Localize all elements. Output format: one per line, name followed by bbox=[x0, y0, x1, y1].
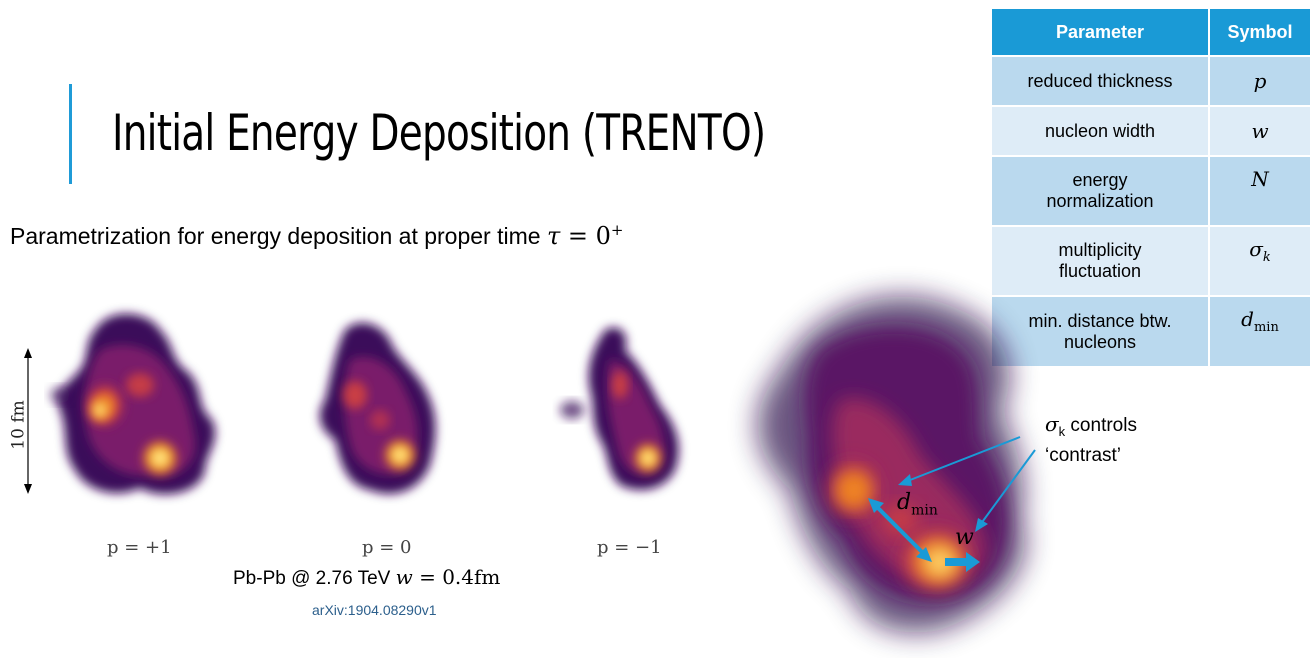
symbol-cell: σk bbox=[1209, 225, 1310, 296]
zoomed-heatmap bbox=[757, 296, 1026, 633]
figure-caption: Pb-Pb @ 2.76 TeV w = 0.4fm bbox=[233, 565, 500, 590]
param-cell: reduced thickness bbox=[992, 55, 1210, 106]
annot-sub: k bbox=[1058, 423, 1066, 439]
subtitle-math-sup: + bbox=[610, 221, 624, 239]
symbol-cell: N bbox=[1209, 155, 1310, 226]
table-row: min. distance btw. nucleons dmin bbox=[992, 295, 1310, 366]
param-line2: normalization bbox=[1046, 191, 1154, 211]
caption-text: Pb-Pb @ 2.76 TeV bbox=[233, 568, 396, 589]
scale-bar bbox=[24, 348, 32, 494]
caption-math-rest: = 0.4fm bbox=[412, 565, 501, 589]
param-cell: energy normalization bbox=[992, 155, 1210, 226]
dmin-symbol: d bbox=[897, 490, 912, 515]
annot-line2: ‘contrast’ bbox=[1045, 444, 1122, 466]
table-row: multiplicity fluctuation σk bbox=[992, 225, 1310, 296]
annot-symbol: σ bbox=[1045, 412, 1059, 436]
panel-label-p-0: p = 0 bbox=[362, 537, 412, 558]
param-cell: multiplicity fluctuation bbox=[992, 225, 1210, 296]
subtitle-math: τ = 0+ bbox=[546, 221, 624, 250]
caption-math-var: w bbox=[395, 565, 413, 589]
scale-label: 10 fm bbox=[8, 400, 29, 450]
title-accent-bar bbox=[69, 84, 72, 184]
param-line2: nucleons bbox=[1063, 331, 1137, 352]
symbol-main: σ bbox=[1249, 237, 1263, 261]
symbol-main: d bbox=[1241, 307, 1254, 331]
symbol-cell: w bbox=[1209, 105, 1310, 156]
param-line1: energy bbox=[1072, 170, 1128, 190]
table-header-symbol: Symbol bbox=[1209, 9, 1310, 56]
heatmap-panel-p-minus1 bbox=[560, 327, 679, 490]
param-line1: multiplicity bbox=[1058, 240, 1142, 260]
symbol-sub: min bbox=[1253, 320, 1279, 335]
caption-math: w = 0.4fm bbox=[396, 565, 501, 589]
subtitle-text: Parametrization for energy deposition at… bbox=[10, 223, 547, 249]
param-cell: nucleon width bbox=[992, 105, 1210, 156]
subtitle-math-var: τ bbox=[546, 222, 561, 250]
subtitle-math-rest: = 0 bbox=[560, 222, 611, 250]
citation: arXiv:1904.08290v1 bbox=[312, 602, 437, 618]
slide-title: Initial Energy Deposition (TRENTO) bbox=[112, 104, 766, 162]
dmin-label: dmin bbox=[897, 490, 938, 518]
param-line2: fluctuation bbox=[1058, 261, 1142, 281]
table-row: energy normalization N bbox=[992, 155, 1310, 226]
parameter-table: Parameter Symbol reduced thickness p nuc… bbox=[992, 9, 1310, 366]
symbol-sub: k bbox=[1262, 250, 1271, 265]
table-row: reduced thickness p bbox=[992, 55, 1310, 106]
panel-label-p-plus1: p = +1 bbox=[107, 537, 172, 558]
annot-line1: controls bbox=[1065, 415, 1137, 436]
symbol-cell: p bbox=[1209, 55, 1310, 106]
heatmap-panel-p-0 bbox=[319, 322, 436, 494]
sigma-annotation: σk controls ‘contrast’ bbox=[1045, 412, 1137, 468]
slide-subtitle: Parametrization for energy deposition at… bbox=[10, 213, 623, 253]
w-label: w bbox=[955, 525, 974, 550]
table-row: nucleon width w bbox=[992, 105, 1310, 156]
param-line1: min. distance btw. bbox=[1028, 310, 1172, 331]
panel-label-p-minus1: p = −1 bbox=[597, 537, 662, 558]
heatmap-panel-p-plus1 bbox=[50, 313, 216, 495]
table-header-parameter: Parameter bbox=[992, 9, 1210, 56]
param-cell: min. distance btw. nucleons bbox=[992, 295, 1210, 366]
annotation-arrows bbox=[868, 436, 1036, 572]
dmin-sub: min bbox=[911, 502, 938, 519]
symbol-cell: dmin bbox=[1209, 295, 1310, 366]
